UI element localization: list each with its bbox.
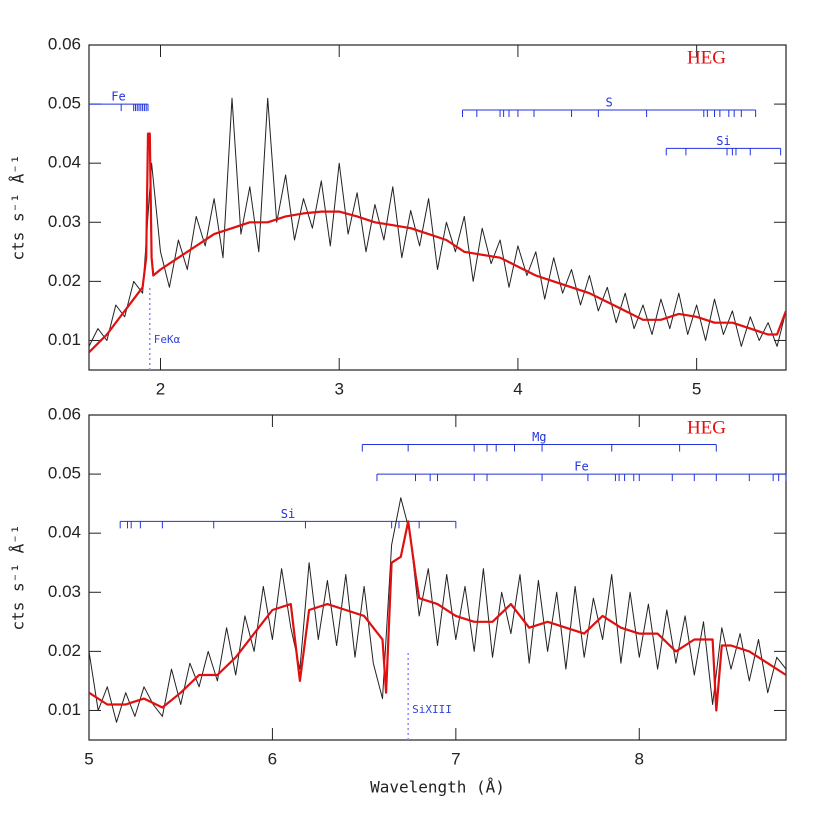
line-list-label: S (605, 96, 612, 110)
instrument-tag: HEG (687, 417, 726, 438)
annotation-label: SiXIII (412, 703, 452, 716)
y-axis-label: cts s⁻¹ Å⁻¹ (9, 155, 28, 261)
y-tick-label: 0.02 (48, 271, 81, 290)
y-tick-label: 0.02 (48, 641, 81, 660)
instrument-tag: HEG (687, 47, 726, 68)
x-tick-label: 5 (692, 379, 701, 398)
y-tick-label: 0.03 (48, 212, 81, 231)
x-tick-label: 8 (635, 749, 644, 768)
y-tick-label: 0.06 (48, 404, 81, 423)
y-tick-label: 0.03 (48, 582, 81, 601)
model-line (89, 520, 786, 712)
plot-frame (88, 414, 787, 741)
line-list-label: Mg (532, 430, 546, 444)
line-list-label: Fe (111, 90, 125, 104)
y-tick-label: 0.05 (48, 94, 81, 113)
y-axis-label: cts s⁻¹ Å⁻¹ (9, 525, 28, 631)
data-line (89, 497, 786, 723)
data-line (89, 97, 786, 347)
x-tick-label: 2 (156, 379, 165, 398)
y-tick-label: 0.04 (48, 153, 81, 172)
x-axis-label: Wavelength (Å) (370, 778, 505, 797)
y-tick-label: 0.05 (48, 464, 81, 483)
plot-frame (88, 44, 787, 371)
x-tick-label: 7 (451, 749, 460, 768)
y-tick-label: 0.04 (48, 523, 81, 542)
x-tick-label: 5 (84, 749, 93, 768)
x-tick-label: 6 (268, 749, 277, 768)
annotation-label: FeKα (154, 333, 181, 346)
line-list-label: Si (716, 134, 730, 148)
y-tick-label: 0.01 (48, 330, 81, 349)
model-line (89, 132, 786, 354)
x-tick-label: 4 (513, 379, 522, 398)
y-tick-label: 0.01 (48, 700, 81, 719)
series-group (89, 97, 786, 354)
line-list-label: Si (281, 507, 295, 521)
x-tick-label: 3 (334, 379, 343, 398)
line-list-label: Fe (574, 460, 588, 474)
y-tick-label: 0.06 (48, 34, 81, 53)
series-group (89, 497, 786, 723)
